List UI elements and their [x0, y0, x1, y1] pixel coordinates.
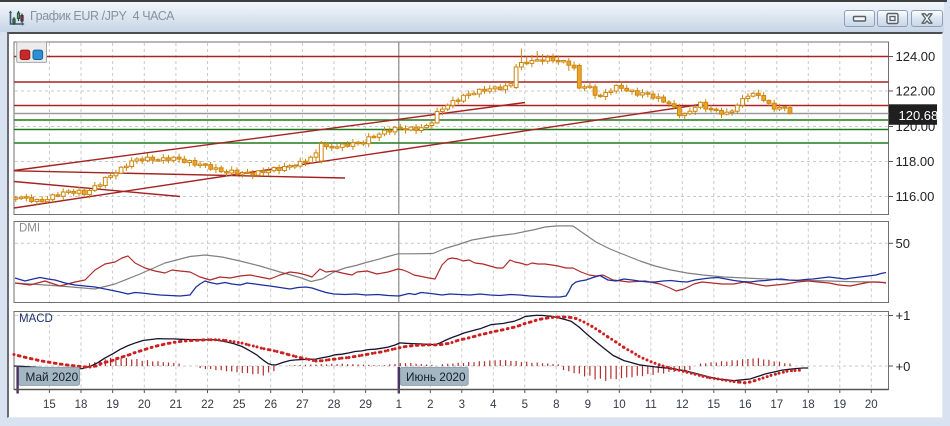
- svg-text:+1: +1: [896, 308, 911, 323]
- svg-text:19: 19: [833, 399, 846, 411]
- svg-text:29: 29: [359, 399, 372, 411]
- svg-text:22: 22: [201, 399, 214, 411]
- svg-text:18: 18: [75, 399, 88, 411]
- svg-text:120.68: 120.68: [899, 108, 939, 123]
- svg-text:4: 4: [490, 399, 497, 411]
- svg-text:5: 5: [522, 399, 528, 411]
- svg-text:3: 3: [459, 399, 465, 411]
- svg-text:124.00: 124.00: [896, 49, 936, 64]
- svg-text:28: 28: [328, 399, 341, 411]
- svg-text:19: 19: [106, 399, 119, 411]
- svg-text:9: 9: [585, 399, 591, 411]
- svg-text:18: 18: [802, 399, 815, 411]
- svg-text:27: 27: [296, 399, 309, 411]
- svg-text:11: 11: [645, 399, 657, 411]
- svg-text:20: 20: [138, 399, 151, 411]
- svg-text:16: 16: [739, 399, 752, 411]
- svg-text:12: 12: [676, 399, 689, 411]
- svg-text:Июнь 2020: Июнь 2020: [406, 370, 466, 384]
- svg-text:+0: +0: [896, 359, 911, 374]
- svg-text:8: 8: [553, 399, 559, 411]
- svg-text:50: 50: [896, 236, 910, 251]
- svg-text:25: 25: [233, 399, 246, 411]
- svg-text:2: 2: [427, 399, 433, 411]
- svg-text:15: 15: [43, 399, 56, 411]
- svg-text:21: 21: [170, 399, 183, 411]
- svg-text:26: 26: [264, 399, 277, 411]
- svg-text:116.00: 116.00: [896, 189, 935, 204]
- svg-text:10: 10: [613, 399, 626, 411]
- svg-text:Май 2020: Май 2020: [26, 370, 79, 384]
- svg-text:15: 15: [707, 399, 720, 411]
- svg-text:1: 1: [396, 399, 402, 411]
- svg-text:17: 17: [770, 399, 783, 411]
- svg-text:DMI: DMI: [19, 223, 40, 235]
- svg-text:20: 20: [865, 399, 878, 411]
- svg-text:118.00: 118.00: [896, 154, 935, 169]
- svg-text:MACD: MACD: [19, 313, 53, 325]
- svg-text:122.00: 122.00: [896, 84, 936, 99]
